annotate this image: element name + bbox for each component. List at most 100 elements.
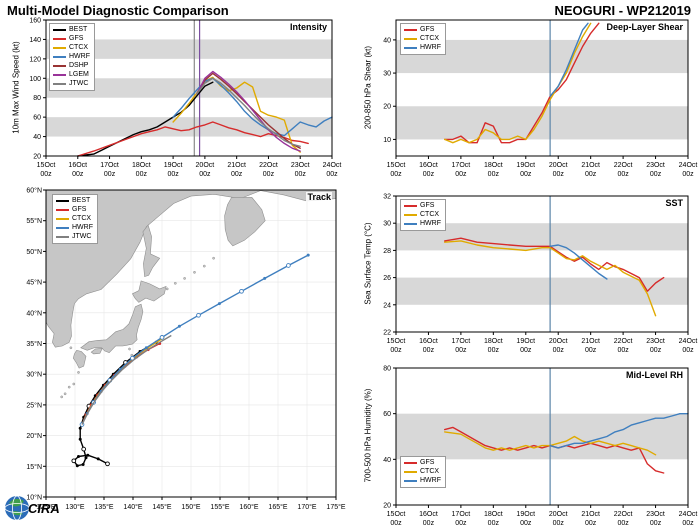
legend-swatch-hwrf	[404, 223, 417, 225]
intensity-plot-svg: 20 40 60 80 100 120 140 160 15Oct 00z 16Oct 00z 17Oc…	[29, 18, 341, 179]
land-kamchatka	[224, 197, 266, 247]
rh-legend: GFS CTCX HWRF	[400, 456, 446, 488]
legend-item-dshp: DSHP	[53, 62, 90, 70]
svg-text:40: 40	[383, 37, 391, 44]
legend-swatch-ctcx	[56, 218, 69, 220]
legend-label-best: BEST	[69, 26, 88, 33]
storm-tracks	[71, 253, 310, 468]
svg-text:00z: 00z	[617, 520, 629, 525]
legend-item-hwrf: HWRF	[404, 44, 441, 52]
svg-text:165°E: 165°E	[268, 503, 287, 511]
legend-swatch-gfs	[56, 209, 69, 211]
y-axis-ticks: 10 20 30 40	[383, 37, 396, 144]
grid-bands	[396, 223, 688, 305]
x-axis-ticks: 15Oct 00z 16Oct 00z 17Oct 00z 18Oct 00z 19Oct 00z…	[387, 156, 697, 178]
svg-text:00z: 00z	[40, 171, 52, 178]
legend-item-jtwc: JTWC	[56, 233, 93, 241]
svg-text:00z: 00z	[423, 171, 435, 178]
legend-item-hwrf: HWRF	[56, 224, 93, 232]
series-ctcx-line	[443, 240, 657, 317]
series-hwrf-line	[549, 413, 689, 449]
legend-swatch-jtwc	[53, 83, 66, 85]
legend-label-jtwc: JTWC	[72, 233, 92, 240]
svg-text:23Oct: 23Oct	[646, 511, 665, 518]
shear-panel-title: Deep-Layer Shear	[605, 22, 684, 32]
legend-label-hwrf: HWRF	[72, 224, 93, 231]
shear-panel: 10 20 30 40 15Oct 00z 16Oct 00z 17Oct 00z 18Oct 00z…	[352, 0, 700, 183]
svg-text:21Oct: 21Oct	[581, 338, 600, 345]
legend-label-dshp: DSHP	[69, 62, 89, 69]
series-best-line	[77, 81, 214, 157]
legend-item-jtwc: JTWC	[53, 80, 90, 88]
legend-swatch-hwrf	[53, 56, 66, 58]
legend-label-best: BEST	[72, 197, 91, 204]
series-ctcx-line	[172, 76, 301, 153]
land-shikoku	[90, 348, 103, 355]
legend-label-hwrf: HWRF	[69, 53, 90, 60]
y-axis-ticks: 22 24 26 28 30 32	[383, 194, 396, 337]
svg-text:80: 80	[383, 366, 391, 373]
svg-text:160: 160	[29, 18, 41, 25]
lat-tick-labels: 10°N 15°N 20°N 25°N 30°N 35°N 40°N 45°N 50°N 55°N…	[26, 187, 46, 502]
legend-swatch-best	[53, 29, 66, 31]
legend-item-ctcx: CTCX	[404, 468, 441, 476]
legend-label-hwrf: HWRF	[420, 477, 441, 484]
svg-text:21Oct: 21Oct	[581, 511, 600, 518]
legend-item-gfs: GFS	[56, 206, 93, 214]
land-sakhalin	[142, 224, 161, 277]
svg-text:18Oct: 18Oct	[132, 162, 151, 169]
svg-text:21Oct: 21Oct	[227, 162, 246, 169]
lon-tick-labels: 125°E 130°E 135°E 140°E 145°E 150°E 155°E 160°E…	[36, 497, 346, 511]
svg-text:00z: 00z	[455, 347, 467, 354]
svg-text:135°E: 135°E	[94, 503, 113, 511]
svg-text:160°E: 160°E	[239, 503, 258, 511]
svg-text:40: 40	[33, 134, 41, 141]
svg-text:30: 30	[383, 71, 391, 78]
rh-y-axis-label: 700-500 hPa Humidity (%)	[363, 388, 373, 483]
svg-text:23Oct: 23Oct	[291, 162, 310, 169]
svg-text:15Oct: 15Oct	[37, 162, 56, 169]
svg-text:145°E: 145°E	[152, 503, 171, 511]
svg-text:60: 60	[383, 411, 391, 418]
svg-text:00z: 00z	[455, 171, 467, 178]
series-lines	[443, 22, 600, 144]
svg-text:00z: 00z	[390, 171, 402, 178]
svg-text:16Oct: 16Oct	[419, 511, 438, 518]
legend-label-gfs: GFS	[72, 206, 87, 213]
legend-swatch-ctcx	[404, 214, 417, 216]
grid-bands	[396, 413, 688, 460]
series-hwrf-line	[549, 244, 608, 280]
svg-text:25°N: 25°N	[26, 401, 42, 409]
svg-text:10°N: 10°N	[26, 494, 42, 502]
svg-text:15°N: 15°N	[26, 463, 42, 471]
land-mainland	[45, 189, 337, 348]
plot-frame	[45, 19, 333, 157]
svg-text:00z: 00z	[520, 171, 532, 178]
svg-text:00z: 00z	[488, 171, 500, 178]
sst-plot-svg: 22 24 26 28 30 32 15Oct 00z 16Oct 00z 17Oct 00z 18Oc…	[383, 194, 697, 355]
svg-text:19Oct: 19Oct	[164, 162, 183, 169]
svg-text:22Oct: 22Oct	[614, 162, 633, 169]
x-axis-ticks: 15Oct 00z 16Oct 00z 17Oct 00z 18Oct 00z 19Oct 00z…	[387, 332, 697, 354]
svg-text:00z: 00z	[390, 347, 402, 354]
legend-label-lgem: LGEM	[69, 71, 89, 78]
svg-text:40: 40	[383, 457, 391, 464]
svg-text:00z: 00z	[295, 171, 307, 178]
track-jtwc	[81, 334, 172, 425]
series-jtwc-line	[196, 77, 301, 148]
svg-text:00z: 00z	[488, 347, 500, 354]
logo-longitude-line	[12, 495, 22, 521]
svg-text:50°N: 50°N	[26, 248, 42, 256]
svg-text:00z: 00z	[520, 347, 532, 354]
legend-swatch-ctcx	[53, 47, 66, 49]
svg-text:00z: 00z	[553, 171, 565, 178]
rh-panel: 20 40 60 80 15Oct 00z 16Oct 00z 17Oct 00z 18Oct 00z…	[352, 361, 700, 525]
rh-panel-title: Mid-Level RH	[624, 370, 684, 380]
land-kyushu	[72, 349, 87, 369]
x-axis-ticks: 15Oct 00z 16Oct 00z 17Oct 00z 18Oct 00z 19Oct 00z…	[387, 505, 697, 525]
svg-text:00z: 00z	[682, 171, 694, 178]
legend-swatch-ctcx	[404, 471, 417, 473]
svg-text:18Oct: 18Oct	[484, 511, 503, 518]
track-map-svg: 10°N 15°N 20°N 25°N 30°N 35°N 40°N 45°N 50°N 55°N…	[26, 187, 346, 512]
